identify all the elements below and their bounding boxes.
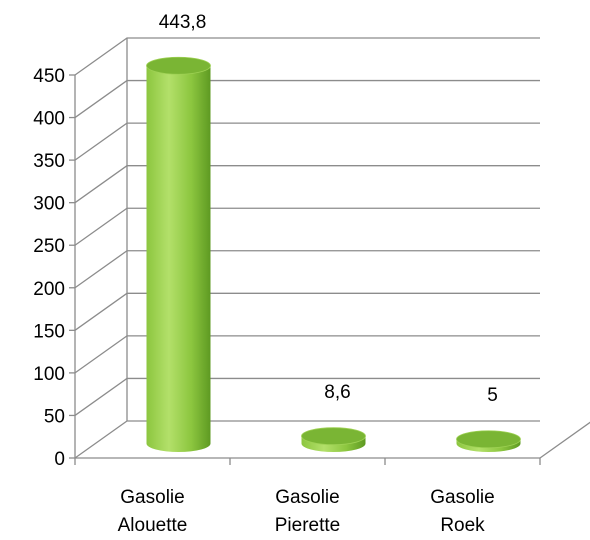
data-labels: 443,8 8,6 5 [159,12,498,406]
gridline-350 [74,122,540,161]
gridlines [74,37,540,459]
gridline-250 [74,207,540,246]
gridline-150 [74,292,540,331]
bars [146,56,521,452]
category-label-2-line-0: Gasolie [430,487,494,508]
bar-top-1 [301,427,366,446]
data-label-2: 5 [487,385,498,406]
bar-top-0 [146,56,211,75]
category-label-2-line-1: Roek [440,515,485,536]
category-label-0-line-1: Alouette [118,515,188,536]
y-tick-label-400: 400 [33,109,65,130]
category-label-1-line-1: Pierette [275,515,340,536]
y-tick-label-250: 250 [33,236,65,257]
floor-right-edge [539,421,590,459]
gridline-400 [74,79,540,119]
gridline-300 [74,165,540,204]
category-label-0-line-0: Gasolie [120,487,184,508]
y-tick-label-450: 450 [33,66,65,87]
y-tick-label-50: 50 [44,406,65,427]
gridline-50 [74,377,540,416]
category-label-1-line-0: Gasolie [275,487,339,508]
data-label-0: 443,8 [159,12,207,33]
bar-body-0 [146,65,211,452]
y-tick-label-150: 150 [33,321,65,342]
bar-2 [456,430,521,452]
gridline-450 [74,37,540,76]
y-tick-label-100: 100 [33,364,65,385]
x-axis-category-labels: Gasolie Alouette Gasolie Pierette Gasolie Roe… [118,487,495,536]
y-axis-tick-labels: 0 50 100 150 200 250 300 350 400 450 [33,66,65,470]
gridline-100 [74,335,540,374]
y-tick-label-200: 200 [33,279,65,300]
y-tick-label-0: 0 [54,449,65,470]
y-tick-label-350: 350 [33,151,65,172]
bar-0 [146,56,211,452]
y-tick-label-300: 300 [33,194,65,215]
axes [69,38,590,465]
gridline-200 [74,250,540,289]
bar-1 [301,427,366,452]
bar-top-2 [456,430,521,449]
data-label-1: 8,6 [324,382,350,403]
